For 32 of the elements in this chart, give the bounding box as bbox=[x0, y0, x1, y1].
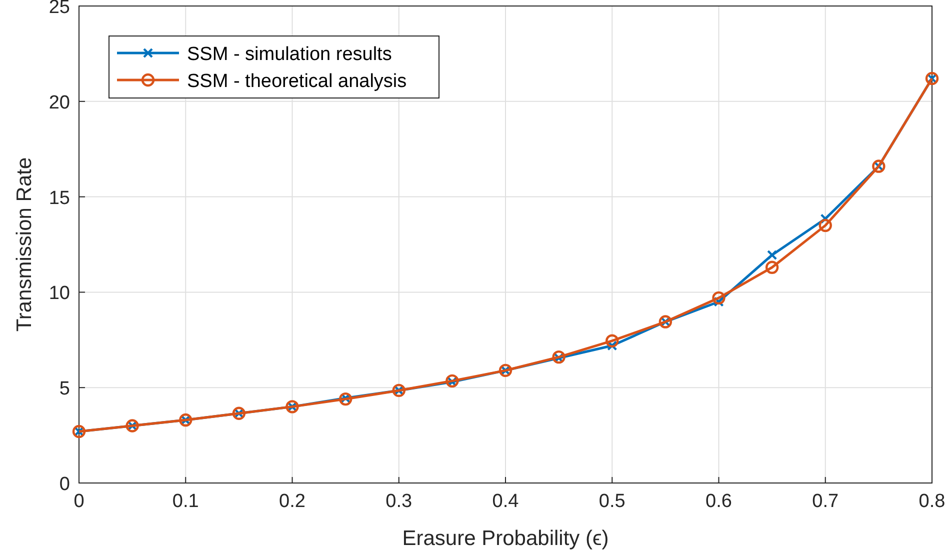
y-tick-label: 5 bbox=[59, 378, 70, 400]
y-tick-label: 25 bbox=[48, 0, 70, 18]
point bbox=[606, 334, 619, 348]
point bbox=[818, 218, 832, 232]
y-tick-label: 10 bbox=[48, 283, 70, 304]
y-tick-label: 0 bbox=[59, 474, 70, 495]
point bbox=[766, 250, 778, 260]
x-tick-label: 0.7 bbox=[812, 491, 839, 512]
x-tick-label: 0 bbox=[74, 491, 84, 512]
point bbox=[446, 374, 459, 388]
point bbox=[554, 352, 564, 364]
x-tick-label: 0.8 bbox=[918, 491, 946, 512]
point bbox=[714, 296, 724, 307]
y-tick-label: 20 bbox=[48, 92, 70, 114]
x-axis-title: Erasure Probability (ϵ) bbox=[402, 527, 609, 550]
point bbox=[447, 376, 458, 387]
x-tick-label: 0.4 bbox=[492, 491, 520, 512]
x-tick-label: 0.5 bbox=[598, 491, 626, 512]
legend-label: SSM - theoretical analysis bbox=[187, 71, 407, 92]
legend-label: SSM - simulation results bbox=[187, 44, 392, 65]
y-tick-label: 15 bbox=[48, 188, 70, 209]
point bbox=[712, 291, 726, 305]
point bbox=[765, 260, 779, 274]
point bbox=[340, 392, 351, 404]
y-axis-title: Transmission Rate bbox=[13, 157, 36, 332]
point bbox=[338, 392, 352, 406]
x-tick-label: 0.6 bbox=[706, 491, 732, 512]
point bbox=[552, 350, 566, 364]
x-tick-label: 0.2 bbox=[279, 491, 306, 512]
point bbox=[607, 340, 618, 351]
x-tick-label: 0.3 bbox=[386, 491, 412, 512]
x-tick-label: 0.1 bbox=[172, 491, 199, 512]
